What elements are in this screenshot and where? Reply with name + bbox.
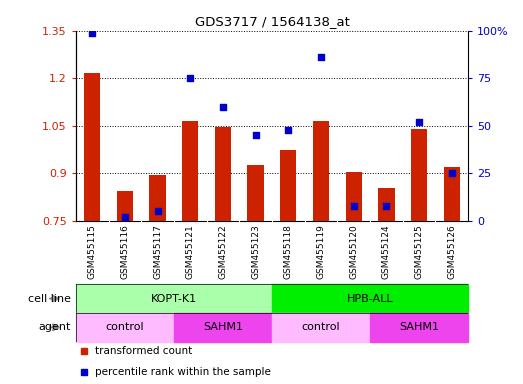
Point — [88, 30, 96, 36]
Bar — [174, 313, 272, 342]
Text: control: control — [106, 322, 144, 333]
Text: GSM455115: GSM455115 — [88, 224, 97, 279]
Text: GSM455122: GSM455122 — [219, 224, 228, 279]
Text: transformed count: transformed count — [95, 346, 192, 356]
Bar — [215, 127, 231, 221]
Text: agent: agent — [38, 322, 71, 333]
Point — [415, 119, 423, 125]
Point — [448, 170, 456, 176]
Bar — [76, 313, 174, 342]
Title: GDS3717 / 1564138_at: GDS3717 / 1564138_at — [195, 15, 349, 28]
Point — [186, 75, 195, 81]
Bar — [313, 121, 329, 221]
Text: GSM455126: GSM455126 — [447, 224, 456, 279]
Bar — [346, 172, 362, 221]
Text: SAHM1: SAHM1 — [203, 322, 243, 333]
Point — [252, 132, 260, 138]
Point — [219, 104, 227, 110]
Bar — [150, 175, 166, 221]
Bar — [247, 166, 264, 221]
Bar — [272, 284, 468, 313]
Text: cell line: cell line — [28, 293, 71, 304]
Text: HPB-ALL: HPB-ALL — [347, 293, 393, 304]
Text: GSM455121: GSM455121 — [186, 224, 195, 279]
Point — [317, 54, 325, 60]
Text: GSM455116: GSM455116 — [120, 224, 129, 279]
Bar — [370, 313, 468, 342]
Text: percentile rank within the sample: percentile rank within the sample — [95, 367, 271, 377]
Bar — [182, 121, 198, 221]
Text: GSM455124: GSM455124 — [382, 224, 391, 279]
Bar — [272, 313, 370, 342]
Point — [349, 202, 358, 209]
Point — [153, 208, 162, 214]
Bar — [84, 73, 100, 221]
Bar — [411, 129, 427, 221]
Text: GSM455117: GSM455117 — [153, 224, 162, 279]
Point — [382, 202, 391, 209]
Text: GSM455118: GSM455118 — [284, 224, 293, 279]
Point — [284, 126, 292, 132]
Text: GSM455119: GSM455119 — [316, 224, 325, 279]
Text: GSM455123: GSM455123 — [251, 224, 260, 279]
Bar — [280, 149, 297, 221]
Point — [121, 214, 129, 220]
Text: control: control — [302, 322, 340, 333]
Bar — [378, 187, 394, 221]
Text: KOPT-K1: KOPT-K1 — [151, 293, 197, 304]
Text: GSM455120: GSM455120 — [349, 224, 358, 279]
Text: GSM455125: GSM455125 — [415, 224, 424, 279]
Bar — [76, 284, 272, 313]
Text: SAHM1: SAHM1 — [399, 322, 439, 333]
Bar — [444, 167, 460, 221]
Bar — [117, 191, 133, 221]
